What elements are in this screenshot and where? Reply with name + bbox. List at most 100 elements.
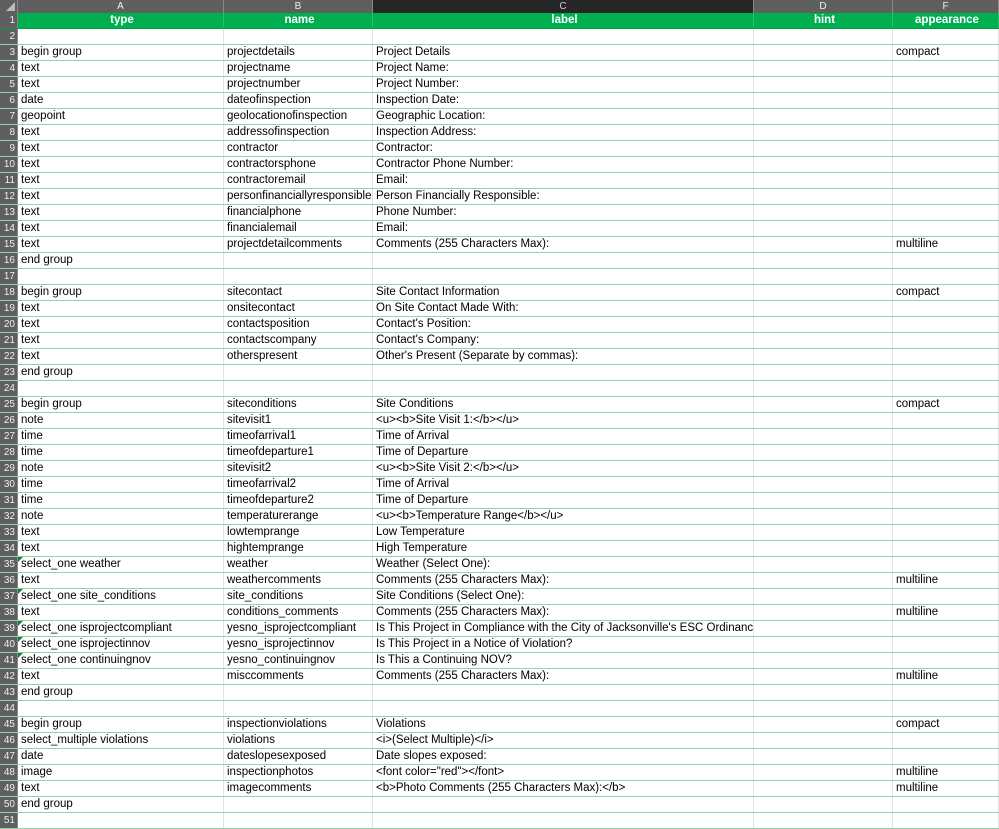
- cell[interactable]: lowtemprange: [224, 525, 373, 540]
- cell[interactable]: [893, 557, 999, 572]
- cell[interactable]: [754, 525, 893, 540]
- row-number[interactable]: 23: [0, 365, 18, 380]
- cell[interactable]: contactsposition: [224, 317, 373, 332]
- cell[interactable]: [754, 29, 893, 44]
- cell[interactable]: [754, 573, 893, 588]
- cell[interactable]: [754, 45, 893, 60]
- cell[interactable]: [893, 509, 999, 524]
- cell[interactable]: begin group: [18, 45, 224, 60]
- row-number[interactable]: 19: [0, 301, 18, 316]
- cell[interactable]: [754, 621, 893, 636]
- cell[interactable]: timeofdeparture1: [224, 445, 373, 460]
- cell[interactable]: [373, 813, 754, 828]
- cell[interactable]: note: [18, 509, 224, 524]
- cell[interactable]: [893, 221, 999, 236]
- cell[interactable]: [893, 477, 999, 492]
- cell[interactable]: [754, 685, 893, 700]
- header-cell[interactable]: hint: [754, 13, 893, 28]
- cell[interactable]: multiline: [893, 573, 999, 588]
- cell[interactable]: weather: [224, 557, 373, 572]
- cell[interactable]: Site Conditions: [373, 397, 754, 412]
- cell[interactable]: Violations: [373, 717, 754, 732]
- cell[interactable]: [893, 733, 999, 748]
- cell[interactable]: [754, 77, 893, 92]
- cell[interactable]: Low Temperature: [373, 525, 754, 540]
- cell[interactable]: Comments (255 Characters Max):: [373, 605, 754, 620]
- cell[interactable]: text: [18, 573, 224, 588]
- cell[interactable]: text: [18, 301, 224, 316]
- cell[interactable]: [893, 653, 999, 668]
- cell[interactable]: Site Contact Information: [373, 285, 754, 300]
- cell[interactable]: timeofdeparture2: [224, 493, 373, 508]
- cell[interactable]: [754, 349, 893, 364]
- cell[interactable]: [754, 429, 893, 444]
- cell[interactable]: text: [18, 141, 224, 156]
- cell[interactable]: [754, 557, 893, 572]
- cell[interactable]: High Temperature: [373, 541, 754, 556]
- cell[interactable]: [754, 237, 893, 252]
- cell[interactable]: [893, 61, 999, 76]
- cell[interactable]: image: [18, 765, 224, 780]
- cell[interactable]: text: [18, 77, 224, 92]
- cell[interactable]: compact: [893, 397, 999, 412]
- cell[interactable]: [373, 253, 754, 268]
- cell[interactable]: [754, 733, 893, 748]
- cell[interactable]: time: [18, 493, 224, 508]
- cell[interactable]: [754, 221, 893, 236]
- cell[interactable]: [373, 701, 754, 716]
- row-number[interactable]: 43: [0, 685, 18, 700]
- cell[interactable]: time: [18, 445, 224, 460]
- cell[interactable]: time: [18, 477, 224, 492]
- row-number[interactable]: 42: [0, 669, 18, 684]
- cell[interactable]: [754, 253, 893, 268]
- cell[interactable]: [373, 685, 754, 700]
- cell[interactable]: end group: [18, 365, 224, 380]
- cell[interactable]: projectdetails: [224, 45, 373, 60]
- cell[interactable]: dateslopesexposed: [224, 749, 373, 764]
- cell[interactable]: [373, 29, 754, 44]
- cell[interactable]: Time of Departure: [373, 493, 754, 508]
- cell[interactable]: [754, 269, 893, 284]
- cell[interactable]: [893, 541, 999, 556]
- cell[interactable]: [893, 173, 999, 188]
- row-number[interactable]: 41: [0, 653, 18, 668]
- cell[interactable]: otherspresent: [224, 349, 373, 364]
- cell[interactable]: dateofinspection: [224, 93, 373, 108]
- row-number[interactable]: 16: [0, 253, 18, 268]
- cell[interactable]: note: [18, 461, 224, 476]
- cell[interactable]: [893, 125, 999, 140]
- cell[interactable]: note: [18, 413, 224, 428]
- cell[interactable]: projectdetailcomments: [224, 237, 373, 252]
- cell[interactable]: [754, 493, 893, 508]
- cell[interactable]: sitecontact: [224, 285, 373, 300]
- column-header-d[interactable]: D: [754, 0, 893, 13]
- cell[interactable]: text: [18, 541, 224, 556]
- cell[interactable]: text: [18, 205, 224, 220]
- cell[interactable]: [754, 477, 893, 492]
- row-number[interactable]: 39: [0, 621, 18, 636]
- cell[interactable]: text: [18, 317, 224, 332]
- cell[interactable]: sitevisit1: [224, 413, 373, 428]
- cell[interactable]: Is This a Continuing NOV?: [373, 653, 754, 668]
- cell[interactable]: [893, 813, 999, 828]
- cell[interactable]: text: [18, 525, 224, 540]
- cell[interactable]: siteconditions: [224, 397, 373, 412]
- cell[interactable]: inspectionviolations: [224, 717, 373, 732]
- row-number[interactable]: 48: [0, 765, 18, 780]
- cell[interactable]: [373, 381, 754, 396]
- row-number[interactable]: 2: [0, 29, 18, 44]
- cell[interactable]: Phone Number:: [373, 205, 754, 220]
- row-number[interactable]: 44: [0, 701, 18, 716]
- row-number[interactable]: 49: [0, 781, 18, 796]
- header-cell[interactable]: appearance: [893, 13, 999, 28]
- row-number[interactable]: 45: [0, 717, 18, 732]
- row-number[interactable]: 46: [0, 733, 18, 748]
- cell[interactable]: [893, 749, 999, 764]
- cell[interactable]: [893, 109, 999, 124]
- cell[interactable]: [893, 157, 999, 172]
- cell[interactable]: [754, 813, 893, 828]
- cell[interactable]: [893, 701, 999, 716]
- cell[interactable]: Time of Arrival: [373, 429, 754, 444]
- cell[interactable]: select_one isprojectinnov: [18, 637, 224, 652]
- row-number[interactable]: 30: [0, 477, 18, 492]
